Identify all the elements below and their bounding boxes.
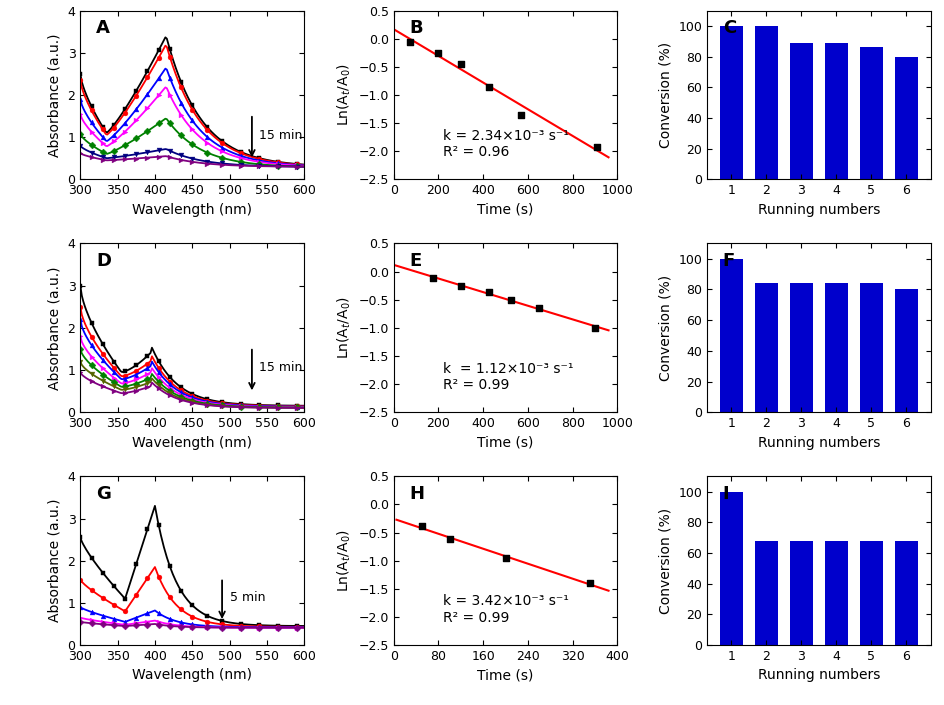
Text: E: E bbox=[409, 252, 421, 270]
Text: C: C bbox=[722, 19, 735, 37]
Text: I: I bbox=[722, 485, 729, 503]
Y-axis label: Ln(A$_t$/A$_0$): Ln(A$_t$/A$_0$) bbox=[335, 63, 352, 126]
Text: k = 2.34×10⁻³ s⁻¹
R² = 0.96: k = 2.34×10⁻³ s⁻¹ R² = 0.96 bbox=[443, 129, 568, 159]
X-axis label: Wavelength (nm): Wavelength (nm) bbox=[132, 203, 252, 216]
Point bbox=[413, 520, 429, 532]
Bar bbox=[859, 283, 882, 412]
Point bbox=[430, 47, 446, 59]
Point bbox=[425, 273, 440, 284]
Point bbox=[531, 302, 547, 314]
Text: D: D bbox=[96, 252, 110, 270]
Point bbox=[442, 534, 457, 545]
Text: H: H bbox=[409, 485, 424, 503]
Bar bbox=[859, 541, 882, 645]
Point bbox=[582, 577, 597, 589]
Bar bbox=[719, 259, 742, 412]
Point bbox=[497, 552, 513, 563]
Point bbox=[589, 141, 604, 152]
Bar bbox=[719, 491, 742, 645]
Point bbox=[453, 280, 468, 291]
Bar bbox=[894, 290, 917, 412]
X-axis label: Time (s): Time (s) bbox=[477, 668, 533, 682]
X-axis label: Running numbers: Running numbers bbox=[757, 668, 879, 682]
X-axis label: Wavelength (nm): Wavelength (nm) bbox=[132, 668, 252, 682]
Bar bbox=[824, 541, 847, 645]
Bar bbox=[824, 43, 847, 179]
Text: 15 min: 15 min bbox=[259, 128, 302, 142]
Y-axis label: Absorbance (a.u.): Absorbance (a.u.) bbox=[48, 266, 62, 390]
Bar bbox=[789, 283, 812, 412]
Bar bbox=[719, 26, 742, 179]
Text: k = 3.42×10⁻³ s⁻¹
R² = 0.99: k = 3.42×10⁻³ s⁻¹ R² = 0.99 bbox=[443, 594, 568, 625]
Y-axis label: Absorbance (a.u.): Absorbance (a.u.) bbox=[48, 499, 62, 623]
Text: F: F bbox=[722, 252, 734, 270]
Text: A: A bbox=[96, 19, 110, 37]
Bar bbox=[859, 47, 882, 179]
Y-axis label: Conversion (%): Conversion (%) bbox=[658, 275, 672, 381]
Y-axis label: Absorbance (a.u.): Absorbance (a.u.) bbox=[48, 33, 62, 157]
Bar bbox=[894, 541, 917, 645]
Text: B: B bbox=[409, 19, 423, 37]
Point bbox=[480, 81, 496, 92]
X-axis label: Wavelength (nm): Wavelength (nm) bbox=[132, 436, 252, 450]
Point bbox=[402, 36, 417, 47]
Text: G: G bbox=[96, 485, 110, 503]
X-axis label: Running numbers: Running numbers bbox=[757, 436, 879, 450]
Bar bbox=[824, 283, 847, 412]
Bar bbox=[754, 283, 777, 412]
Y-axis label: Conversion (%): Conversion (%) bbox=[658, 508, 672, 614]
Text: k  = 1.12×10⁻³ s⁻¹
R² = 0.99: k = 1.12×10⁻³ s⁻¹ R² = 0.99 bbox=[443, 362, 573, 392]
Bar bbox=[754, 26, 777, 179]
X-axis label: Time (s): Time (s) bbox=[477, 203, 533, 216]
Bar bbox=[789, 541, 812, 645]
Point bbox=[503, 294, 518, 305]
Point bbox=[587, 322, 602, 333]
Text: 5 min: 5 min bbox=[229, 591, 264, 604]
Point bbox=[480, 287, 496, 298]
Bar bbox=[894, 56, 917, 179]
X-axis label: Time (s): Time (s) bbox=[477, 436, 533, 450]
Y-axis label: Ln(A$_t$/A$_0$): Ln(A$_t$/A$_0$) bbox=[335, 296, 352, 360]
Point bbox=[514, 109, 529, 121]
Point bbox=[453, 59, 468, 70]
X-axis label: Running numbers: Running numbers bbox=[757, 203, 879, 216]
Y-axis label: Conversion (%): Conversion (%) bbox=[658, 42, 672, 148]
Y-axis label: Ln(A$_t$/A$_0$): Ln(A$_t$/A$_0$) bbox=[335, 529, 352, 592]
Bar bbox=[754, 541, 777, 645]
Bar bbox=[789, 43, 812, 179]
Text: 15 min: 15 min bbox=[259, 362, 302, 374]
